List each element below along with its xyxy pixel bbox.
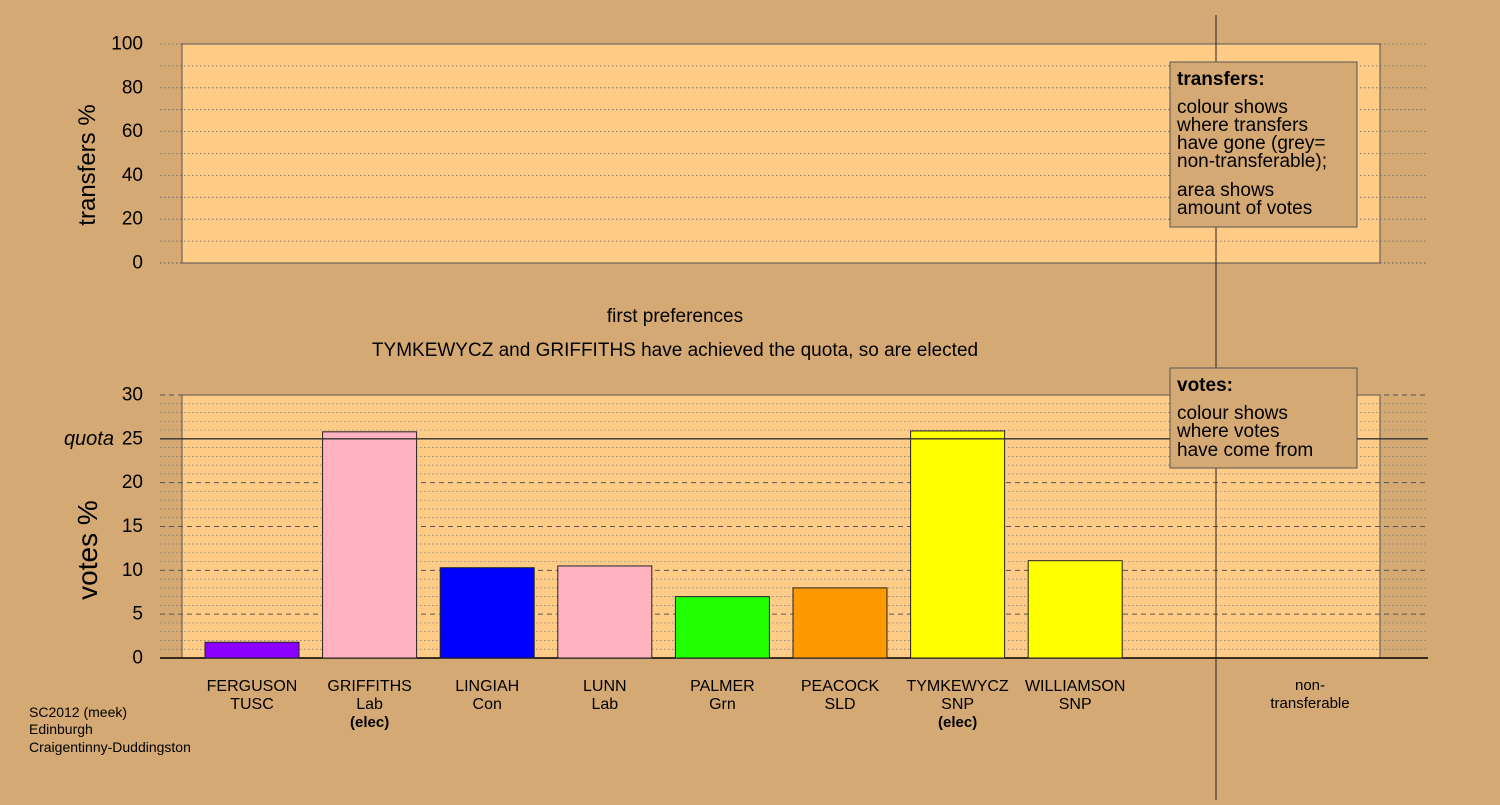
stage-message: TYMKEWYCZ and GRIFFITHS have achieved th… [372,340,978,361]
footer-source: SC2012 (meek) [29,704,127,720]
bar-williamson [1027,560,1123,659]
votes-bars [204,430,1123,659]
candidate-name-label: PEACOCK [801,678,880,695]
votes-legend-line: where votes [1176,421,1279,442]
votes-y-tick-label: 15 [122,516,143,537]
quota-label: quota [64,428,114,450]
transfers-legend-line: where transfers [1176,115,1308,136]
candidate-name-label: PALMER [690,678,755,695]
bar-lingiah [439,567,535,659]
bar-ferguson [204,641,300,659]
footer-ward: Craigentinny-Duddingston [29,739,191,755]
transfers-y-tick-label: 40 [122,165,143,186]
candidate-party-label: Lab [591,696,618,713]
bar-lunn [557,565,653,659]
nontransferable-label: transferable [1270,695,1349,712]
votes-legend-line: have come from [1177,440,1313,461]
candidate-party-label: Grn [709,696,736,713]
transfers-legend: transfers: colour shows where transfers … [1169,61,1358,228]
votes-y-tick-label: 10 [122,560,143,581]
transfers-legend-line: have gone (grey= [1177,133,1325,154]
transfers-legend-line: area shows [1177,180,1274,201]
transfers-y-tick-label: 20 [122,209,143,230]
votes-y-tick-label: 25 [122,428,143,449]
votes-x-labels: FERGUSONTUSCGRIFFITHSLab(elec)LINGIAHCon… [207,678,1126,731]
stage-title: first preferences [607,306,743,327]
candidate-party-label: TUSC [230,696,274,713]
transfers-y-tick-label: 100 [111,34,143,55]
candidate-name-label: FERGUSON [207,678,298,695]
transfers-axis-label: transfers % [74,104,101,225]
candidate-elected-label: (elec) [350,714,389,731]
votes-legend-line: colour shows [1177,403,1288,424]
candidate-elected-label: (elec) [938,714,977,731]
candidate-party-label: Lab [356,696,383,713]
votes-legend-title: votes: [1177,375,1233,396]
bar-griffiths [322,431,418,659]
votes-y-tick-label: 5 [132,604,143,625]
candidate-party-label: Con [473,696,502,713]
transfers-legend-line: non-transferable); [1177,151,1327,172]
votes-y-tick-label: 0 [132,648,143,669]
candidate-party-label: SLD [824,696,855,713]
transfers-y-tick-label: 0 [132,253,143,274]
transfers-y-tick-label: 60 [122,121,143,142]
votes-axis-label: votes % [72,500,103,600]
votes-y-tick-label: 30 [122,385,143,406]
votes-y-ticks: 0 5 10 15 20 25 30 [122,385,143,669]
candidate-party-label: SNP [941,696,974,713]
transfers-legend-line: amount of votes [1177,198,1312,219]
candidate-name-label: TYMKEWYCZ [906,678,1008,695]
bar-peacock [792,587,888,659]
transfers-legend-title: transfers: [1177,69,1265,90]
candidate-name-label: WILLIAMSON [1025,678,1125,695]
candidate-name-label: LINGIAH [455,678,519,695]
candidate-name-label: LUNN [583,678,627,695]
votes-legend: votes: colour shows where votes have com… [1169,367,1358,469]
bar-palmer [674,596,770,659]
bar-tymkewycz [910,430,1006,659]
candidate-name-label: GRIFFITHS [327,678,411,695]
transfers-y-ticks: 0 20 40 60 80 100 [111,34,143,274]
transfers-legend-line: colour shows [1177,97,1288,118]
footer-city: Edinburgh [29,721,93,737]
nontransferable-label: non- [1295,677,1325,694]
votes-y-tick-label: 20 [122,472,143,493]
candidate-party-label: SNP [1059,696,1092,713]
transfers-y-tick-label: 80 [122,77,143,98]
